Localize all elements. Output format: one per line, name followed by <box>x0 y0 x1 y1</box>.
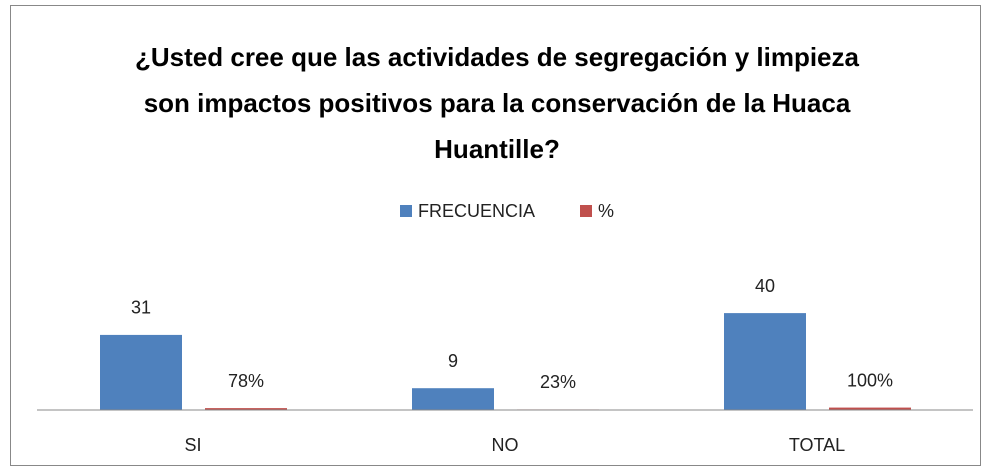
value-label: 23% <box>540 372 576 392</box>
legend-label: % <box>598 201 614 221</box>
bar <box>724 313 806 410</box>
legend-swatch <box>400 205 412 217</box>
bar <box>100 334 182 410</box>
legend-swatch <box>580 205 592 217</box>
value-label: 40 <box>755 276 775 296</box>
x-tick-label: SI <box>184 435 201 455</box>
x-tick-label: TOTAL <box>789 435 845 455</box>
value-label: 31 <box>131 298 151 318</box>
legend-label: FRECUENCIA <box>418 201 535 221</box>
chart-title: ¿Usted cree que las actividades de segre… <box>135 42 859 164</box>
chart-frame <box>10 5 981 466</box>
value-label: 100% <box>847 370 893 390</box>
x-tick-label: NO <box>492 435 519 455</box>
value-label: 9 <box>448 351 458 371</box>
bar <box>829 407 911 410</box>
bar <box>412 388 494 410</box>
value-label: 78% <box>228 371 264 391</box>
bar <box>205 408 287 410</box>
